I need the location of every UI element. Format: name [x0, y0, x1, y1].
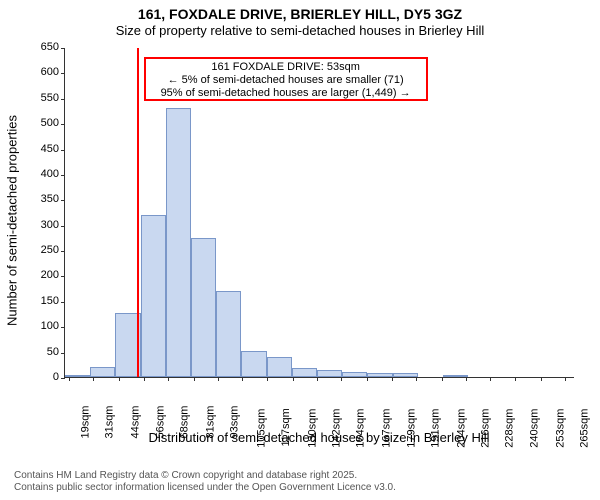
y-tick-label: 0	[53, 371, 59, 383]
histogram-bar	[317, 370, 342, 377]
histogram-bar	[393, 373, 418, 377]
x-tick	[93, 377, 94, 381]
y-tick	[61, 327, 65, 328]
chart-container: 161, FOXDALE DRIVE, BRIERLEY HILL, DY5 3…	[0, 0, 600, 500]
histogram-bar	[292, 368, 317, 377]
y-tick-label: 600	[41, 66, 59, 78]
annotation-line-1: 161 FOXDALE DRIVE: 53sqm	[152, 61, 420, 74]
histogram-bar	[267, 357, 292, 377]
y-tick-label: 150	[41, 295, 59, 307]
histogram-bar	[367, 373, 392, 377]
y-tick	[61, 353, 65, 354]
x-tick	[317, 377, 318, 381]
y-tick	[61, 302, 65, 303]
x-tick	[490, 377, 491, 381]
x-tick	[218, 377, 219, 381]
y-tick-label: 350	[41, 193, 59, 205]
y-tick-label: 100	[41, 320, 59, 332]
x-tick	[466, 377, 467, 381]
x-tick	[392, 377, 393, 381]
histogram-bar	[216, 291, 241, 377]
x-tick	[119, 377, 120, 381]
y-tick-label: 250	[41, 244, 59, 256]
annotation-line-2: ← 5% of semi-detached houses are smaller…	[152, 74, 420, 87]
y-axis-label: Number of semi-detached properties	[5, 56, 20, 386]
x-tick	[515, 377, 516, 381]
x-tick-label: 265sqm	[578, 409, 590, 448]
x-tick	[168, 377, 169, 381]
x-tick	[242, 377, 243, 381]
histogram-bar	[241, 351, 266, 377]
y-tick	[61, 200, 65, 201]
y-tick	[61, 175, 65, 176]
x-tick	[267, 377, 268, 381]
reference-line	[137, 48, 139, 377]
histogram-bar	[443, 375, 468, 377]
x-tick	[341, 377, 342, 381]
histogram-bar	[342, 372, 367, 377]
y-tick-label: 650	[41, 41, 59, 53]
x-tick	[69, 377, 70, 381]
chart-area: 0501001502002503003504004505005506006501…	[0, 0, 600, 500]
y-tick	[61, 99, 65, 100]
y-tick	[61, 150, 65, 151]
histogram-bar	[65, 375, 90, 377]
y-tick	[61, 276, 65, 277]
y-tick-label: 450	[41, 143, 59, 155]
y-tick	[61, 48, 65, 49]
x-tick	[541, 377, 542, 381]
y-tick	[61, 124, 65, 125]
y-tick	[61, 251, 65, 252]
y-tick-label: 50	[47, 346, 59, 358]
x-tick	[367, 377, 368, 381]
x-axis-label: Distribution of semi-detached houses by …	[64, 430, 574, 445]
annotation-line-3: 95% of semi-detached houses are larger (…	[152, 87, 420, 100]
histogram-bar	[191, 238, 216, 377]
histogram-bar	[90, 367, 115, 377]
y-tick	[61, 226, 65, 227]
x-tick	[416, 377, 417, 381]
x-tick	[144, 377, 145, 381]
y-tick-label: 550	[41, 92, 59, 104]
footer-line-1: Contains HM Land Registry data © Crown c…	[14, 470, 396, 482]
x-tick	[442, 377, 443, 381]
y-tick-label: 200	[41, 269, 59, 281]
x-tick	[565, 377, 566, 381]
footer-attribution: Contains HM Land Registry data © Crown c…	[14, 470, 396, 494]
plot-region: 0501001502002503003504004505005506006501…	[64, 48, 574, 378]
y-tick-label: 500	[41, 117, 59, 129]
footer-line-2: Contains public sector information licen…	[14, 482, 396, 494]
x-tick	[293, 377, 294, 381]
histogram-bar	[166, 108, 191, 377]
x-tick	[194, 377, 195, 381]
y-tick-label: 300	[41, 219, 59, 231]
y-tick-label: 400	[41, 168, 59, 180]
y-tick	[61, 378, 65, 379]
y-tick	[61, 73, 65, 74]
plot-inner: 0501001502002503003504004505005506006501…	[65, 48, 574, 377]
histogram-bar	[141, 215, 166, 377]
annotation-box: 161 FOXDALE DRIVE: 53sqm← 5% of semi-det…	[144, 57, 428, 101]
